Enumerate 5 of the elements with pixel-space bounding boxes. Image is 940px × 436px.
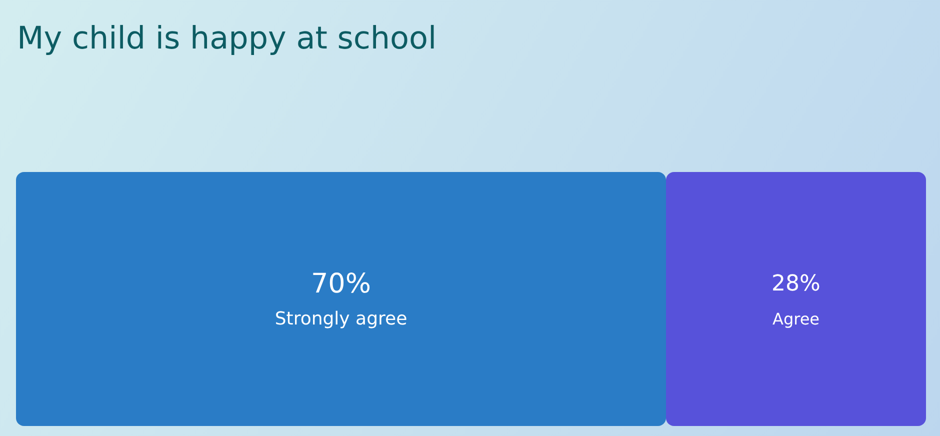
data-label: 70% — [310, 268, 372, 300]
series-label: Agree — [772, 310, 820, 328]
chart-title: My child is happy at school — [17, 20, 437, 56]
data-label: 28% — [772, 272, 820, 296]
series-label: Strongly agree — [274, 308, 408, 330]
